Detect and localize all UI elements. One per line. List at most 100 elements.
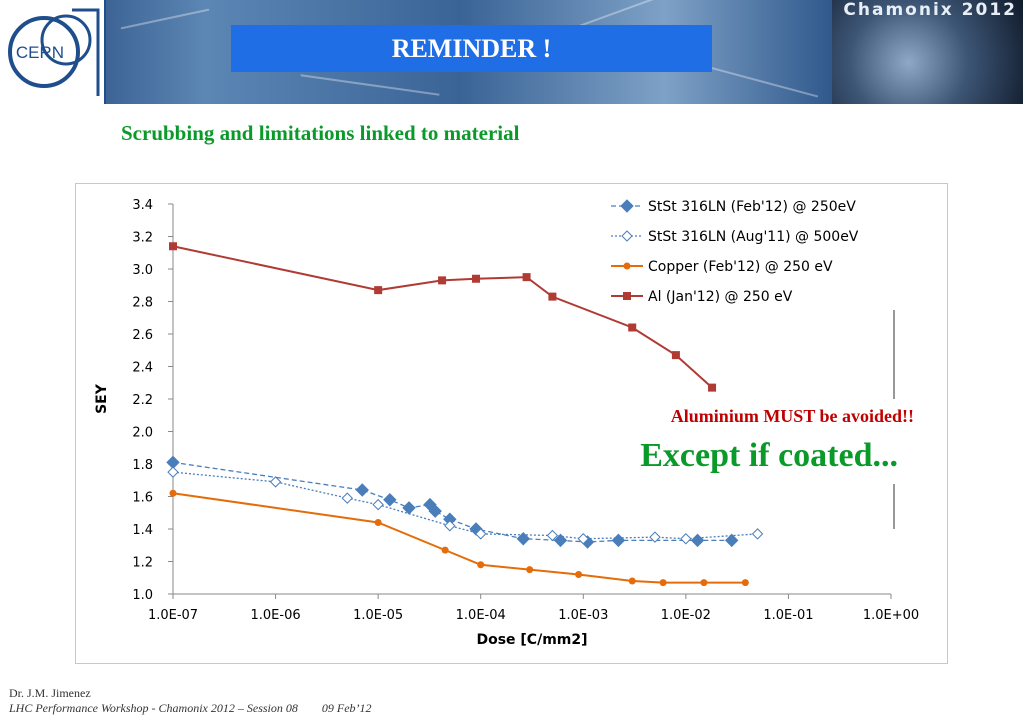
y-tick-label: 2.0 — [132, 426, 153, 441]
data-point — [475, 528, 487, 540]
data-point — [472, 274, 481, 283]
data-point — [269, 476, 282, 488]
data-point — [546, 529, 559, 542]
x-axis-label: Dose [C/mm2] — [476, 632, 587, 648]
y-tick-label: 2.2 — [132, 393, 153, 408]
data-point — [548, 292, 557, 301]
data-point — [700, 579, 708, 587]
data-point — [522, 273, 531, 282]
x-tick-label: 1.0E-05 — [353, 608, 403, 623]
x-tick-label: 1.0E-03 — [558, 608, 608, 623]
data-point — [621, 230, 633, 242]
data-point — [690, 533, 705, 548]
legend-label: StSt 316LN (Aug'11) @ 500eV — [648, 229, 859, 245]
data-point — [167, 466, 179, 478]
y-tick-label: 1.8 — [132, 458, 153, 473]
y-tick-label: 1.0 — [132, 588, 153, 603]
cern-logo-icon: CERN — [8, 8, 100, 96]
footer-author: Dr. J.M. Jimenez — [9, 686, 91, 700]
series-2 — [167, 466, 764, 545]
data-point — [341, 492, 353, 504]
y-tick-label: 2.6 — [132, 328, 153, 343]
data-point — [671, 351, 680, 360]
data-point — [628, 577, 636, 585]
banner-streak — [120, 8, 210, 30]
y-axis-label: SEY — [94, 383, 110, 414]
data-point — [477, 561, 485, 569]
banner-streak — [300, 74, 440, 96]
data-point — [680, 533, 692, 545]
footer-event: LHC Performance Workshop - Chamonix 2012… — [9, 701, 298, 715]
data-point — [428, 504, 442, 518]
sey-chart: 1.0 1.2 1.4 1.6 1.8 2.0 2.2 2.4 2.6 2.8 3.0 3.2 3.4 1… — [94, 192, 931, 648]
data-point — [649, 531, 661, 543]
y-tick-label: 2.4 — [132, 361, 153, 376]
footer: Dr. J.M. Jimenez LHC Performance Worksho… — [9, 686, 372, 716]
x-tick-label: 1.0E-07 — [148, 608, 198, 623]
series-line — [172, 461, 732, 543]
page-title: REMINDER ! — [231, 25, 712, 72]
y-tick-label: 1.6 — [132, 491, 153, 506]
data-point — [623, 292, 631, 300]
data-point — [741, 579, 749, 587]
y-tick-label: 3.4 — [132, 198, 153, 213]
legend-entry: Al (Jan'12) @ 250 eV — [611, 289, 793, 305]
chart-legend: StSt 316LN (Feb'12) @ 250eV StSt 316LN (A… — [601, 192, 931, 310]
series-4 — [169, 242, 717, 392]
y-tick-label: 3.0 — [132, 263, 153, 278]
y-tick-label: 1.2 — [132, 556, 153, 571]
y-tick-label: 1.4 — [132, 523, 153, 538]
x-tick-label: 1.0E-04 — [456, 608, 506, 623]
data-point — [438, 276, 447, 285]
logo-text: CERN — [16, 43, 64, 62]
event-image-panel: Chamonix 2012 — [832, 0, 1023, 104]
legend-entry: StSt 316LN (Aug'11) @ 500eV — [611, 229, 859, 245]
y-tick-label: 3.2 — [132, 231, 153, 246]
slide-subtitle: Scrubbing and limitations linked to mate… — [121, 121, 520, 145]
data-point — [575, 571, 583, 578]
data-point — [620, 199, 634, 213]
x-tick-label: 1.0E-06 — [251, 608, 301, 623]
data-point — [516, 532, 530, 546]
data-point — [659, 579, 667, 587]
legend-entry: Copper (Feb'12) @ 250 eV — [611, 259, 833, 275]
data-point — [441, 546, 449, 554]
series-line — [172, 471, 758, 540]
data-point — [402, 501, 416, 515]
data-point — [169, 489, 177, 497]
annotation-coated: Except if coated... — [640, 437, 898, 474]
series-line — [172, 492, 746, 584]
footer-date: 09 Feb’12 — [321, 701, 372, 715]
data-point — [374, 286, 383, 295]
data-point — [372, 498, 384, 511]
series-3 — [169, 489, 749, 587]
data-point — [355, 483, 369, 497]
data-point — [725, 533, 739, 548]
data-point — [708, 383, 717, 392]
data-point — [611, 533, 626, 548]
header-banner: CERN REMINDER ! Chamonix 2012 — [0, 0, 1023, 104]
data-point — [623, 262, 631, 270]
data-point — [444, 520, 456, 532]
legend-entry: StSt 316LN (Feb'12) @ 250eV — [611, 199, 856, 215]
annotation-warning: Aluminium MUST be avoided!! — [671, 406, 914, 426]
x-tick-label: 1.0E-02 — [661, 608, 711, 623]
data-point — [751, 528, 764, 540]
legend-label: Al (Jan'12) @ 250 eV — [648, 289, 793, 305]
banner-streak — [701, 64, 819, 98]
data-point — [628, 323, 637, 332]
data-point — [553, 533, 568, 548]
event-label: Chamonix 2012 — [843, 0, 1017, 20]
legend-label: StSt 316LN (Feb'12) @ 250eV — [648, 199, 856, 215]
x-tick-label: 1.0E-01 — [763, 608, 813, 623]
data-point — [169, 242, 177, 251]
data-point — [526, 566, 534, 574]
data-point — [577, 533, 589, 545]
data-point — [383, 493, 397, 507]
y-tick-label: 2.8 — [132, 296, 153, 311]
data-point — [374, 519, 382, 526]
legend-background — [601, 192, 931, 310]
legend-label: Copper (Feb'12) @ 250 eV — [648, 259, 833, 275]
x-tick-label: 1.0E+00 — [863, 608, 919, 623]
cern-logo: CERN — [0, 0, 106, 104]
